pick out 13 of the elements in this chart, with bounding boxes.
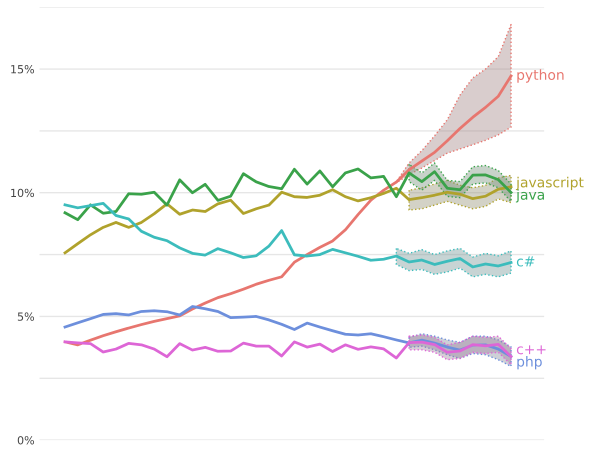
series-label: php xyxy=(517,356,542,370)
line-series xyxy=(64,202,512,268)
series-label: python xyxy=(517,69,564,83)
series-label: javascript xyxy=(516,176,584,190)
series-label: c# xyxy=(516,256,534,267)
series-label: java xyxy=(516,189,544,203)
y-tick-label: 10% xyxy=(11,188,34,198)
y-tick-label: 0% xyxy=(18,436,34,444)
line-series xyxy=(64,168,512,222)
series-label: c++ xyxy=(516,345,546,354)
y-tick-label: 5% xyxy=(18,312,34,321)
y-tick-label: 15% xyxy=(11,65,34,74)
line-series xyxy=(64,185,512,254)
